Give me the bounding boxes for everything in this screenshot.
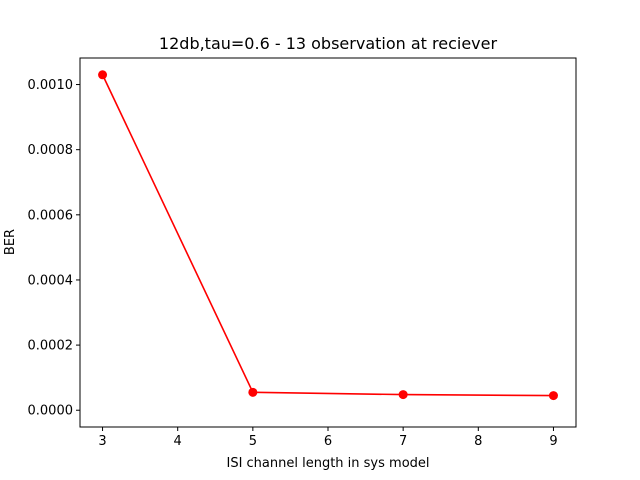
x-tick-label: 5 (249, 434, 257, 449)
x-tick-label: 4 (174, 434, 182, 449)
axes-frame (79, 57, 577, 428)
data-point (548, 391, 558, 401)
data-point (98, 70, 108, 80)
x-tick-label: 3 (98, 434, 106, 449)
x-tick-label: 8 (474, 434, 482, 449)
y-tick-label: 0.0010 (28, 78, 74, 93)
series-line (101, 74, 554, 397)
y-axis-ticks: 0.0000 0.0002 0.0004 0.0006 0.0008 0.0010 (28, 78, 80, 419)
x-tick-label: 9 (549, 434, 557, 449)
x-axis-label: ISI channel length in sys model (226, 456, 429, 471)
data-point (248, 387, 258, 397)
plot-area (98, 70, 558, 401)
y-axis-label: BER (3, 229, 18, 255)
x-axis-ticks: 3 4 5 6 7 8 9 (98, 427, 558, 449)
y-tick-label: 0.0008 (28, 143, 74, 158)
x-tick-label: 6 (324, 434, 332, 449)
data-point (398, 390, 408, 400)
chart-title: 12db,tau=0.6 - 13 observation at recieve… (159, 34, 498, 53)
y-tick-label: 0.0004 (28, 273, 74, 288)
y-tick-label: 0.0000 (28, 404, 74, 419)
y-tick-label: 0.0006 (28, 208, 74, 223)
y-tick-label: 0.0002 (28, 339, 74, 354)
x-tick-label: 7 (399, 434, 407, 449)
